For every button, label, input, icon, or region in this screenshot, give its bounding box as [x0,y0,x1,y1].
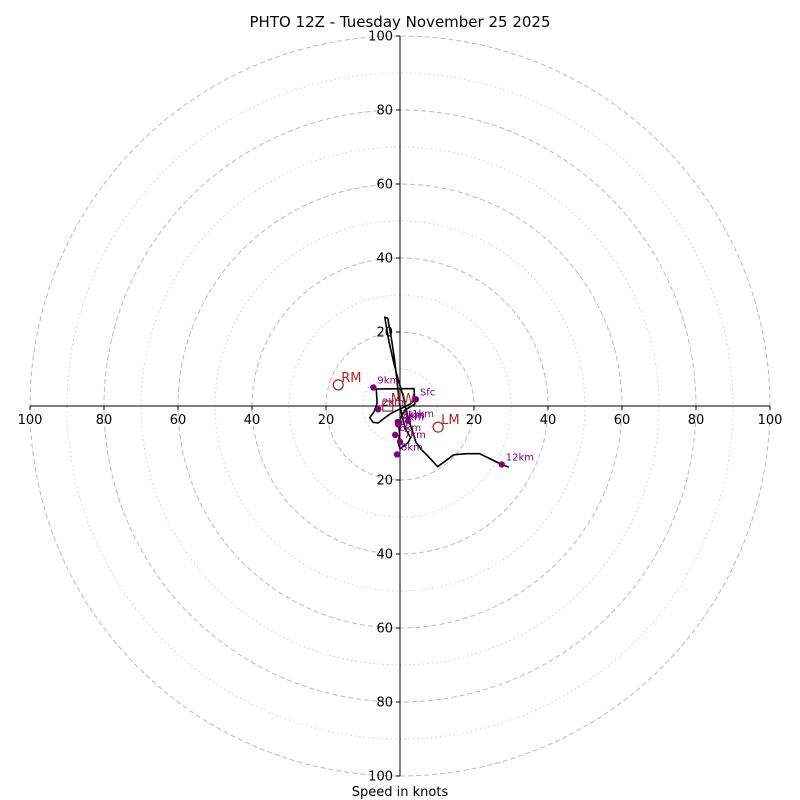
height-marker-point [391,431,399,439]
storm-motion-markers: RM LM MW [332,371,460,433]
x-tick-label: 80 [96,413,113,428]
height-marker-point [370,384,377,391]
x-tick-label: 60 [614,413,631,428]
height-marker-label: 1km [412,409,434,420]
storm-motion-label: LM [441,413,459,428]
height-marker-point [396,419,403,426]
x-tick-label: 40 [244,413,261,428]
storm-motion-marker [332,379,344,391]
x-tick-label: 20 [466,413,483,428]
y-tick-label: 100 [368,770,393,785]
y-tick-label: 80 [376,104,393,119]
height-marker-label: 8km [401,442,423,453]
x-tick-label: 20 [318,413,335,428]
x-tick-label: 100 [18,413,43,428]
x-tick-label: 80 [688,413,705,428]
chart-title: PHTO 12Z - Tuesday November 25 2025 [250,13,551,31]
tick-labels: 100 80 60 40 20 20 40 60 80 100100806040202040608… [18,30,783,785]
y-tick-label: 20 [376,474,393,489]
height-marker-point [404,417,412,425]
y-tick-label: 100 [368,30,393,45]
height-marker-point [374,406,382,413]
y-tick-label: 60 [376,178,393,193]
y-tick-label: 60 [376,622,393,637]
mean-wind-marker [382,400,394,412]
height-marker-point [412,396,420,403]
height-marker-label: 5km [403,411,425,422]
hodograph-line [368,316,510,468]
height-marker-label: 9km [377,376,399,387]
x-tick-label: 40 [540,413,557,428]
height-marker-label: 7km [404,430,426,441]
storm-motion-label: MW [391,392,415,407]
x-tick-label: 100 [758,413,783,428]
x-tick-label: 60 [170,413,187,428]
hodograph-trace [368,316,510,468]
height-marker-point [393,451,401,458]
y-tick-label: 40 [376,252,393,267]
height-marker-point [396,438,404,446]
y-tick-label: 80 [376,696,393,711]
height-marker-label: 4km [402,413,424,424]
y-tick-label: 40 [376,548,393,563]
height-marker-label: 12km [506,452,534,463]
height-marker-point [498,461,505,468]
storm-motion-marker [432,421,444,433]
height-marker-label: Sfc [420,387,435,398]
height-marker-label: 3km [402,410,424,421]
storm-motion-label: RM [341,371,361,386]
height-marker-label: 6km [399,423,421,434]
x-axis-label: Speed in knots [352,785,449,800]
